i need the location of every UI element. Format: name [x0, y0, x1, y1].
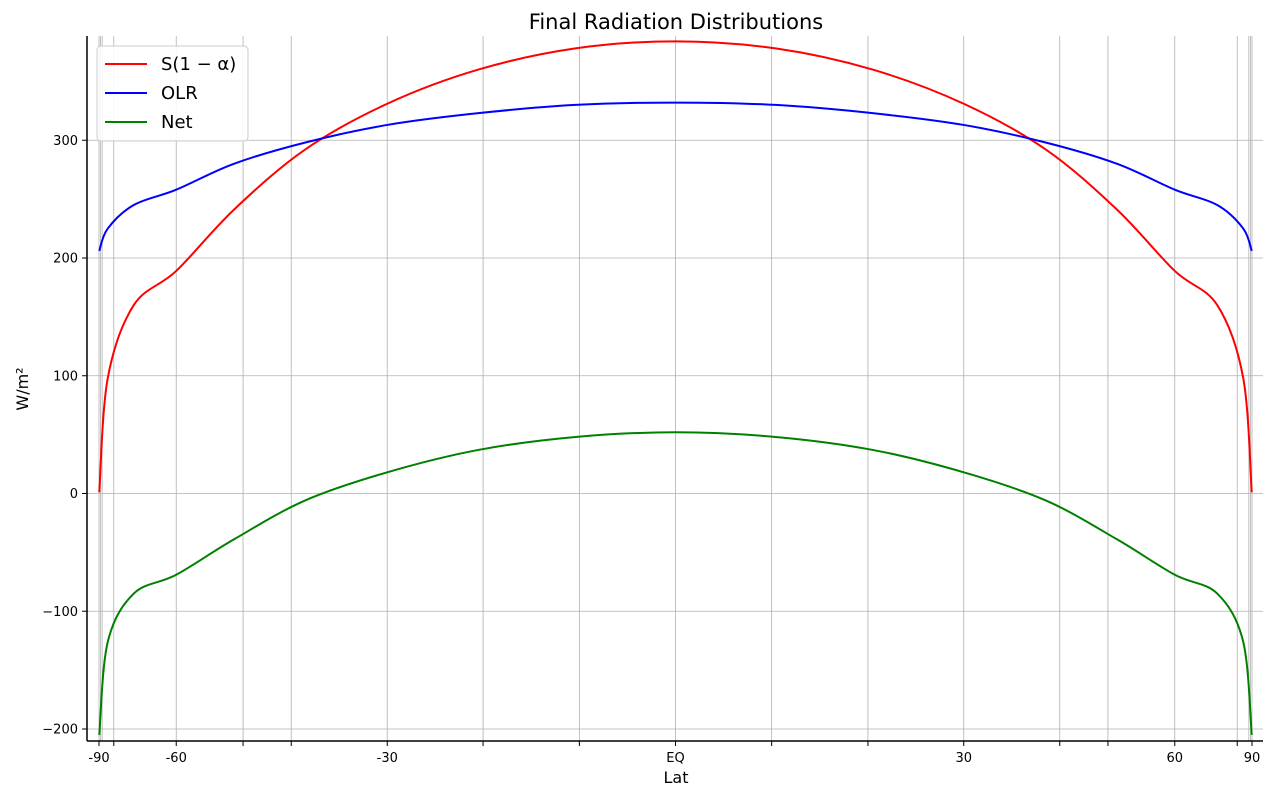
legend-box — [96, 45, 249, 142]
y-tick-label: −100 — [42, 605, 78, 620]
y-tick-label: 0 — [70, 487, 78, 502]
series-line-net — [98, 431, 1253, 735]
y-axis-label: W/m² — [13, 367, 32, 410]
y-ticks: −200 −100 0 100 200 300 — [42, 134, 87, 738]
x-tick-label: -30 — [377, 751, 398, 766]
x-tick-label: -60 — [166, 751, 187, 766]
y-tick-label: 300 — [53, 134, 78, 149]
x-ticks: -90 -60 -30 EQ 30 60 90 — [88, 741, 1260, 766]
y-tick-label: −200 — [42, 723, 78, 738]
legend-label: S(1 − α) — [161, 54, 236, 75]
series-line-s — [98, 40, 1253, 493]
plot-series — [98, 40, 1253, 735]
legend-label: Net — [161, 112, 193, 133]
chart-title: Final Radiation Distributions — [529, 10, 823, 34]
x-axis-label: Lat — [664, 768, 689, 787]
legend-label: OLR — [161, 83, 198, 104]
x-tick-label: 30 — [955, 751, 972, 766]
axes — [86, 36, 1263, 742]
grid-lines — [87, 36, 1263, 741]
legend: S(1 − α) OLR Net — [96, 45, 249, 142]
x-tick-label: 60 — [1166, 751, 1183, 766]
x-tick-label: 90 — [1244, 751, 1261, 766]
series-line-olr — [98, 101, 1253, 252]
y-tick-label: 100 — [53, 369, 78, 384]
y-tick-label: 200 — [53, 252, 78, 267]
x-tick-label: EQ — [666, 751, 684, 766]
x-tick-label: -90 — [88, 751, 109, 766]
